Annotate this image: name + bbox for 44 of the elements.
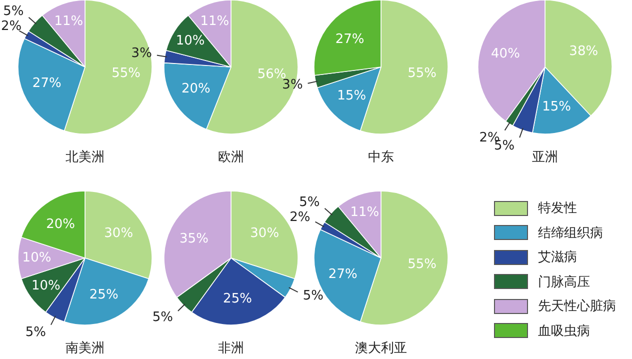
- data-label: 15%: [542, 99, 572, 114]
- text: 澳大利亚: [354, 340, 408, 357]
- text: 中东: [367, 149, 395, 166]
- data-label: 20%: [181, 82, 210, 97]
- legend-label: 门脉高压: [538, 274, 590, 291]
- data-label: 25%: [89, 287, 118, 302]
- data-label: 5%: [152, 310, 173, 325]
- data-label: 10%: [176, 34, 205, 49]
- data-label: 56%: [257, 67, 286, 82]
- data-label: 30%: [250, 226, 280, 241]
- data-label: 10%: [22, 250, 52, 266]
- text: 欧洲: [217, 149, 245, 166]
- data-label: 40%: [491, 46, 520, 62]
- data-label: 15%: [337, 88, 366, 104]
- text: 非洲: [217, 340, 245, 357]
- data-label: 35%: [180, 232, 208, 247]
- data-label: 27%: [335, 32, 364, 47]
- legend-label: 艾滋病: [538, 249, 577, 266]
- data-label: 5%: [3, 4, 24, 19]
- legend-label: 特发性: [538, 200, 577, 218]
- data-label: 10%: [32, 278, 60, 294]
- legend-label: 先天性心脏病: [538, 298, 616, 316]
- data-label: 20%: [46, 216, 76, 232]
- data-label: 27%: [32, 76, 62, 91]
- text: 亚洲: [532, 150, 558, 165]
- data-label: 2%: [1, 18, 22, 34]
- data-label: 5%: [25, 325, 46, 340]
- data-label: 5%: [299, 194, 320, 210]
- data-label: 55%: [408, 66, 436, 81]
- data-label: 38%: [569, 44, 598, 60]
- data-label: 5%: [302, 288, 324, 304]
- text: 北美洲: [64, 149, 106, 166]
- data-label: 11%: [350, 204, 380, 220]
- data-label: 11%: [200, 14, 230, 29]
- data-label: 2%: [290, 210, 310, 225]
- data-label: 11%: [54, 14, 84, 29]
- text: 南美洲: [64, 340, 106, 357]
- data-label: 30%: [104, 226, 134, 241]
- legend-label: 结缔组织病: [538, 224, 603, 242]
- data-label: 55%: [408, 256, 436, 272]
- data-label: 25%: [223, 291, 252, 306]
- data-label: 27%: [328, 266, 358, 282]
- data-label: 55%: [112, 66, 140, 81]
- legend-label: 血吸虫病: [538, 322, 590, 340]
